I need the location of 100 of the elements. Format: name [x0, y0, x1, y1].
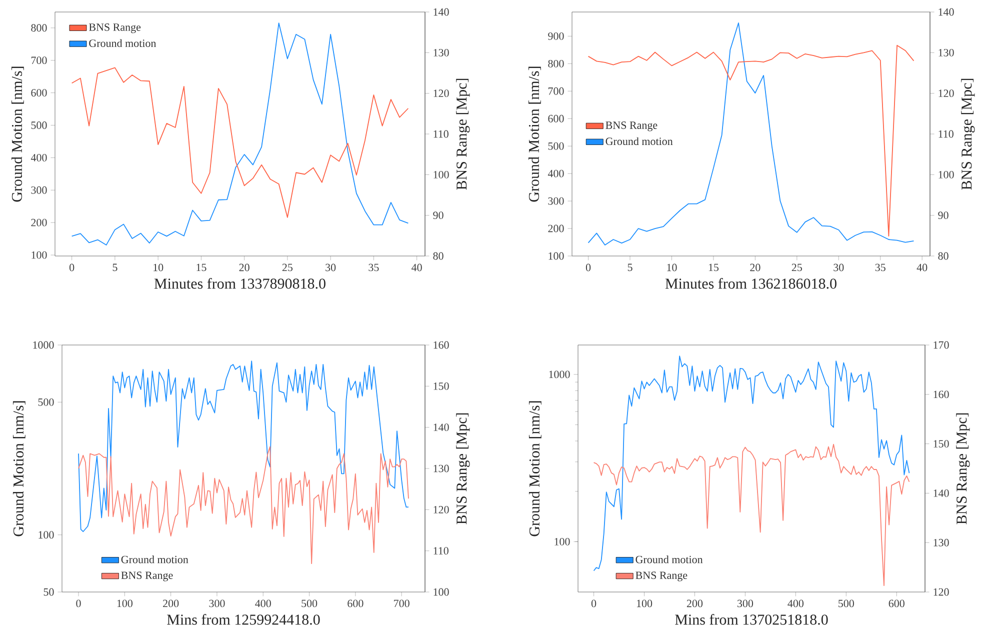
y2-tick-label: 170 — [934, 341, 949, 349]
y-tick-label: 500 — [38, 398, 54, 406]
legend-label: BNS Range — [89, 24, 141, 34]
y-tick-label: 200 — [31, 218, 47, 226]
y2-tick-label: 80 — [938, 252, 948, 260]
x-tick-label: 300 — [737, 600, 754, 608]
x-tick-label: 400 — [788, 600, 804, 608]
x-tick-label: 400 — [255, 600, 271, 608]
y-tick-label: 800 — [548, 60, 564, 68]
x-axis-title: Mins from 1370251818.0 — [675, 614, 828, 625]
y-tick-label: 800 — [31, 24, 47, 32]
x-tick-label: 200 — [163, 600, 179, 608]
y-tick-label: 600 — [548, 114, 564, 122]
x-tick-label: 5 — [628, 264, 632, 272]
y2-tick-label: 140 — [934, 489, 949, 497]
x-tick-label: 10 — [154, 264, 164, 272]
y-tick-label: 100 — [548, 252, 564, 260]
y-axis-title: Ground Motion [nm/s] — [528, 401, 542, 536]
y2-tick-label: 140 — [938, 8, 954, 16]
x-tick-label: 15 — [196, 264, 206, 272]
x-tick-label: 0 — [69, 264, 74, 272]
y2-axis-title: BNS Range [Mpc] — [456, 78, 470, 190]
y-tick-label: 700 — [548, 87, 564, 95]
y-axis-title: Ground Motion [nm/s] — [12, 401, 26, 536]
y-tick-label: 600 — [31, 89, 47, 96]
line-series — [593, 356, 910, 572]
y2-tick-label: 130 — [434, 48, 449, 56]
x-tick-label: 200 — [686, 600, 703, 608]
y-tick-label: 200 — [548, 224, 564, 232]
x-tick-label: 25 — [792, 264, 802, 272]
y2-tick-label: 110 — [434, 547, 448, 555]
y2-tick-label: 120 — [434, 90, 449, 98]
y-tick-label: 300 — [548, 197, 564, 205]
legend-label: BNS Range — [121, 572, 173, 582]
y2-tick-label: 150 — [934, 440, 949, 448]
y-tick-label: 700 — [31, 56, 47, 64]
y2-tick-label: 130 — [938, 48, 954, 56]
y2-tick-label: 160 — [934, 390, 949, 398]
x-tick-label: 30 — [834, 264, 844, 272]
y-tick-label: 400 — [30, 154, 47, 162]
y2-tick-label: 120 — [434, 506, 449, 514]
y-tick-label: 100 — [38, 531, 54, 539]
y2-tick-label: 120 — [934, 588, 949, 596]
x-tick-label: 600 — [348, 600, 364, 608]
y-tick-label: 900 — [548, 32, 564, 40]
y2-tick-label: 100 — [434, 170, 449, 178]
y-tick-label: 400 — [548, 170, 564, 178]
x-tick-label: 0 — [76, 600, 81, 608]
x-tick-label: 15 — [708, 264, 719, 272]
x-tick-label: 500 — [302, 600, 318, 608]
y2-tick-label: 130 — [934, 538, 949, 546]
y2-axis-title: BNS Range [Mpc] — [456, 413, 470, 524]
x-tick-label: 20 — [239, 264, 250, 272]
x-tick-label: 600 — [888, 600, 904, 608]
y2-tick-label: 130 — [434, 464, 449, 472]
y2-tick-label: 110 — [938, 130, 954, 138]
y-axis-title: Ground Motion [nm/s] — [11, 66, 24, 202]
x-tick-label: 300 — [209, 600, 225, 608]
line-series — [71, 22, 409, 246]
y2-tick-label: 120 — [938, 90, 954, 98]
x-tick-label: 0 — [591, 600, 596, 608]
y2-tick-label: 90 — [938, 212, 948, 220]
y-axis-title: Ground Motion [nm/s] — [528, 66, 541, 202]
x-tick-label: 40 — [916, 264, 928, 272]
y2-axis-title: BNS Range [Mpc] — [961, 78, 975, 190]
x-tick-label: 20 — [750, 264, 760, 272]
y-tick-label: 1000 — [549, 370, 570, 378]
y-tick-label: 500 — [548, 142, 564, 150]
y-tick-label: 100 — [32, 251, 47, 259]
y-tick-label: 50 — [44, 588, 54, 596]
y2-tick-label: 90 — [433, 212, 444, 220]
y2-axis-title: BNS Range [Mpc] — [956, 413, 970, 524]
x-tick-label: 25 — [282, 264, 293, 272]
x-tick-label: 700 — [394, 600, 410, 608]
y2-tick-label: 80 — [433, 252, 444, 260]
legend-label: BNS Range — [606, 122, 658, 132]
x-axis-title: Minutes from 1337890818.0 — [154, 278, 326, 289]
y2-tick-label: 100 — [938, 170, 954, 178]
x-axis-title: Minutes from 1362186018.0 — [665, 278, 836, 289]
x-tick-label: 0 — [586, 264, 591, 272]
legend-label: Ground motion — [121, 556, 188, 564]
y2-tick-label: 110 — [434, 130, 448, 138]
x-tick-label: 35 — [875, 264, 886, 272]
legend-label: Ground motion — [606, 137, 673, 146]
x-tick-label: 40 — [412, 264, 422, 272]
y2-tick-label: 150 — [434, 382, 449, 390]
x-tick-label: 5 — [112, 264, 118, 272]
y2-tick-label: 140 — [434, 8, 449, 16]
x-tick-label: 30 — [326, 264, 336, 272]
y2-tick-label: 160 — [434, 341, 449, 349]
y-tick-label: 1000 — [33, 341, 54, 349]
y-tick-label: 500 — [31, 122, 47, 129]
legend-label: BNS Range — [636, 572, 688, 582]
x-tick-label: 100 — [117, 600, 132, 608]
x-tick-label: 35 — [368, 264, 379, 272]
line-series — [78, 360, 409, 532]
legend-label: Ground motion — [89, 39, 156, 47]
x-tick-label: 10 — [667, 264, 677, 272]
y-tick-label: 300 — [31, 186, 47, 194]
x-tick-label: 100 — [636, 600, 652, 608]
